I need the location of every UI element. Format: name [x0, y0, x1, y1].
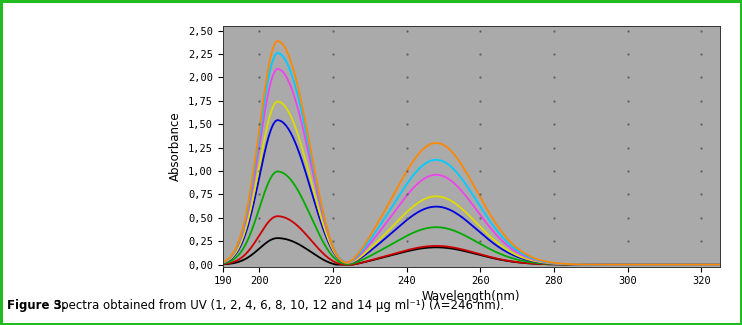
Y-axis label: Absorbance: Absorbance — [169, 111, 183, 181]
X-axis label: Wavelength(nm): Wavelength(nm) — [422, 291, 520, 304]
Text: Spectra obtained from UV (1, 2, 4, 6, 8, 10, 12 and 14 μg ml⁻¹) (λ=246 nm).: Spectra obtained from UV (1, 2, 4, 6, 8,… — [50, 299, 505, 312]
Text: Figure 3.: Figure 3. — [7, 299, 67, 312]
